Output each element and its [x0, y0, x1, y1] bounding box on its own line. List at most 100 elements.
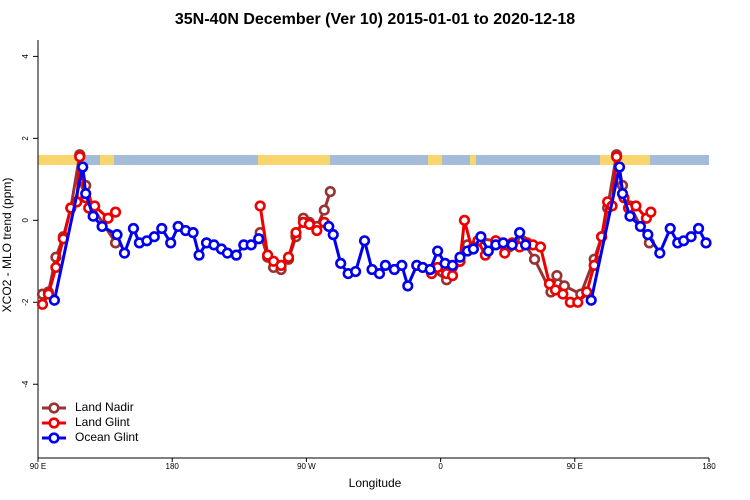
data-point — [585, 294, 597, 306]
data-point — [358, 235, 371, 247]
data-point — [311, 224, 323, 237]
land-strip — [470, 155, 476, 165]
data-point — [624, 210, 636, 222]
data-point — [96, 220, 108, 233]
data-point — [373, 267, 386, 280]
x-axis-label: Longitude — [349, 476, 402, 490]
data-point — [581, 286, 593, 298]
y-tick-label: -2 — [21, 298, 30, 306]
data-point — [111, 229, 123, 241]
data-point — [193, 249, 205, 261]
data-point — [230, 249, 242, 261]
data-point — [506, 239, 518, 251]
x-tick-label: 90 W — [297, 462, 316, 471]
legend-label: Ocean Glint — [75, 430, 139, 444]
y-tick-label: -4 — [21, 380, 30, 388]
data-point — [499, 247, 511, 259]
data-point — [454, 251, 466, 263]
x-tick-label: 90 E — [567, 462, 583, 471]
data-point — [572, 296, 584, 308]
chart-title: 35N-40N December (Ver 10) 2015-01-01 to … — [175, 11, 575, 28]
land-strip — [258, 155, 330, 165]
data-point — [534, 241, 547, 253]
data-point — [50, 261, 62, 274]
data-point — [254, 200, 266, 212]
x-tick-label: 180 — [702, 462, 716, 471]
data-point — [245, 239, 257, 251]
data-point — [324, 186, 336, 198]
x-tick-label: 90 E — [30, 462, 46, 471]
data-point — [692, 222, 705, 235]
y-tick-label: 4 — [21, 54, 30, 59]
data-point — [379, 259, 392, 271]
data-point — [350, 265, 362, 278]
data-point — [87, 210, 99, 222]
data-point — [156, 222, 168, 235]
data-point — [613, 161, 626, 173]
data-point — [642, 229, 654, 241]
data-point — [74, 151, 86, 163]
data-point — [335, 257, 347, 269]
legend-marker — [48, 402, 60, 414]
data-point — [482, 245, 494, 257]
data-point — [127, 222, 140, 235]
land-strip — [600, 155, 650, 165]
legend-marker — [48, 417, 60, 429]
data-point — [221, 247, 233, 259]
data-point — [275, 259, 287, 271]
data-point — [610, 151, 623, 163]
data-point — [118, 247, 131, 259]
y-axis-label: XCO2 - MLO trend (ppm) — [0, 178, 14, 313]
legend-label: Land Glint — [75, 415, 130, 429]
legend-marker — [48, 432, 60, 444]
data-point — [630, 200, 642, 212]
data-point — [109, 206, 122, 218]
ocean-strip — [38, 155, 709, 165]
data-point — [323, 220, 335, 233]
data-point — [402, 280, 414, 292]
y-tick-label: 2 — [21, 136, 30, 141]
data-point — [634, 220, 647, 233]
data-point — [432, 245, 444, 257]
legend-label: Land Nadir — [75, 400, 134, 414]
data-point — [48, 294, 61, 306]
data-point — [148, 231, 160, 243]
data-point — [467, 243, 480, 255]
data-point — [290, 227, 302, 239]
data-point — [327, 229, 339, 241]
data-point — [645, 206, 657, 218]
y-tick-label: 0 — [21, 218, 30, 223]
data-point — [446, 259, 459, 271]
data-point — [77, 161, 89, 173]
land-strip — [428, 155, 442, 165]
data-point — [396, 259, 408, 271]
data-point — [654, 247, 666, 259]
data-point — [497, 237, 509, 249]
data-point — [318, 204, 330, 216]
data-point — [424, 263, 436, 276]
data-point — [36, 298, 49, 310]
data-point — [282, 251, 295, 263]
data-point — [519, 239, 532, 251]
data-point — [616, 188, 629, 200]
data-point — [557, 288, 569, 300]
data-point — [514, 227, 526, 239]
land-strip — [100, 155, 114, 165]
data-point — [80, 188, 92, 200]
data-point — [475, 231, 487, 243]
data-point — [700, 237, 712, 249]
data-point — [458, 214, 471, 226]
land-strip — [38, 155, 78, 165]
data-point — [446, 270, 459, 282]
data-point — [685, 231, 697, 243]
data-point — [528, 253, 541, 265]
x-tick-label: 180 — [166, 462, 180, 471]
data-point — [187, 227, 199, 239]
data-point — [102, 212, 114, 224]
data-point — [664, 222, 676, 235]
land-ocean-strip — [38, 155, 709, 165]
data-point — [303, 218, 315, 231]
x-tick-label: 0 — [438, 462, 443, 471]
